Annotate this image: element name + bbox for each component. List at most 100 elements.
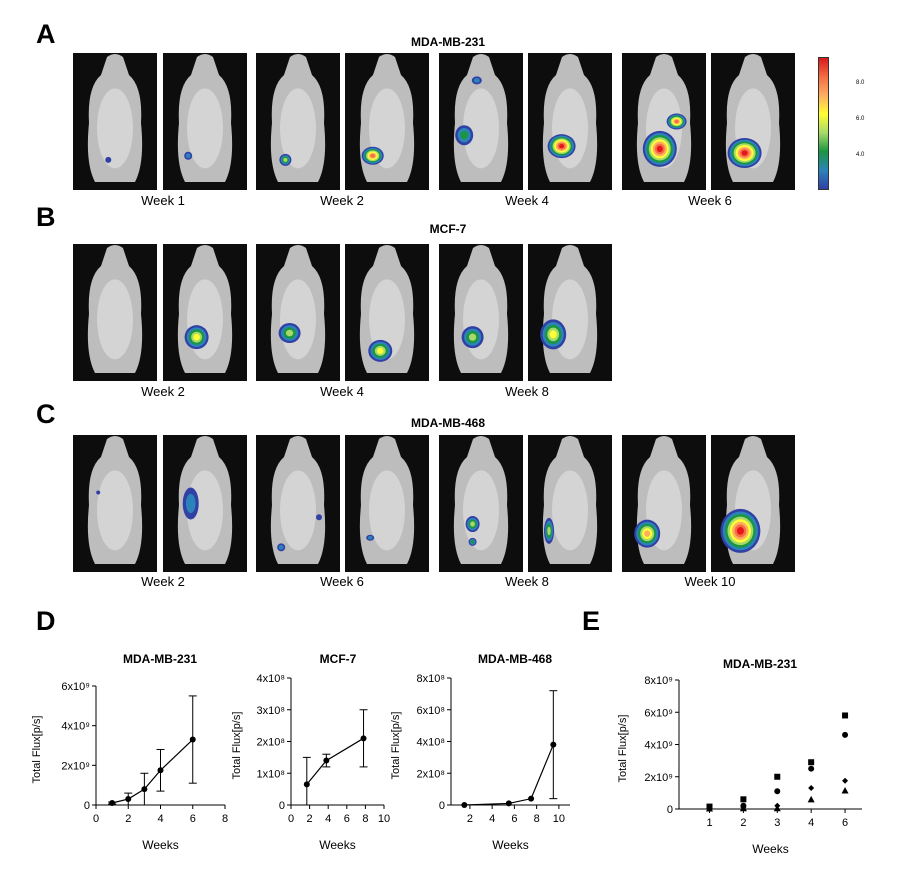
mouse-image [622,53,706,190]
x-tick-label: 2 [740,817,746,829]
signal-blob [473,78,480,83]
week-label: Week 1 [141,193,185,208]
signal-blob [549,330,557,339]
signal-blob [656,145,663,153]
mouse-highlight [463,88,499,169]
data-point [157,767,164,774]
mouse-image [528,244,612,381]
mouse-highlight [280,470,316,551]
x-tick-label: 1 [706,817,712,829]
data-point-triangle [841,786,849,794]
signal-blob [185,153,191,159]
x-axis-label: Weeks [319,838,355,852]
week-label: Week 6 [320,574,364,589]
x-tick-label: 8 [222,813,228,825]
y-tick-label: 4x10⁸ [257,673,286,685]
x-axis-label: Weeks [752,842,788,856]
y-tick-label: 0 [279,800,285,812]
signal-blob [285,329,294,337]
signal-blob [278,544,284,550]
week-label: Week 4 [505,193,549,208]
mouse-highlight [187,88,223,169]
y-tick-label: 4x10⁹ [644,740,673,752]
data-point-triangle [807,795,815,803]
chart-title: MCF-7 [320,652,357,666]
y-tick-label: 3x10⁸ [257,705,286,717]
week-label: Week 2 [141,384,185,399]
signal-blob [470,540,475,544]
signal-blob [105,156,112,163]
data-point [109,800,116,807]
y-axis-label: Total Flux[p/s] [617,715,629,783]
week-label: Week 8 [505,384,549,399]
week-label: Week 8 [505,574,549,589]
data-point [125,796,132,803]
row-title-b: MCF-7 [429,222,467,236]
x-tick-label: 2 [467,813,473,825]
mouse-highlight [97,470,133,551]
data-point-triangle [773,804,781,812]
mouse-highlight [280,88,316,169]
mouse-image [622,435,706,572]
signal-blob [193,333,200,341]
signal-blob [367,535,373,540]
signal-blob [460,130,469,140]
colorbar-tick: 4.0 [856,152,865,158]
data-point [323,757,330,764]
data-point [461,802,468,808]
mouse-image [439,244,523,381]
data-point-square [842,712,849,719]
signal-blob [559,144,565,149]
mouse-image [711,53,795,190]
mouse-image [73,435,157,572]
x-axis-label: Weeks [142,838,178,852]
series-line [111,739,194,804]
data-point-square [808,759,815,766]
mouse-highlight [97,279,133,360]
data-point-triangle [739,804,747,812]
data-point [141,786,148,793]
signal-blob [674,119,679,124]
mouse-image [73,53,157,190]
data-point-circle [842,731,849,738]
x-tick-label: 0 [93,813,99,825]
week-label: Week 2 [141,574,185,589]
data-point [360,735,367,742]
mouse-image [256,435,340,572]
x-tick-label: 4 [489,813,495,825]
y-axis-label: Total Flux[p/s] [390,712,402,780]
mouse-image [345,435,429,572]
panel-label-b: B [36,202,56,232]
mouse-image [439,53,523,190]
signal-blob [377,347,384,354]
week-label: Week 2 [320,193,364,208]
data-point [550,741,557,748]
y-tick-label: 8x10⁹ [644,675,673,687]
x-tick-label: 10 [378,813,390,825]
y-tick-label: 0 [439,800,445,812]
x-tick-label: 2 [307,813,313,825]
row-title-a: MDA-MB-231 [410,35,485,49]
signal-blob [283,157,288,162]
y-tick-label: 4x10⁸ [417,737,446,749]
x-tick-label: 4 [808,817,814,829]
data-point [189,736,196,743]
x-tick-label: 3 [774,817,780,829]
week-label: Week 6 [688,193,732,208]
signal-blob [185,493,196,514]
data-point-triangle [706,805,713,812]
week-label: Week 10 [684,574,736,589]
y-tick-label: 6x10⁹ [61,681,90,693]
x-tick-label: 6 [842,817,848,829]
mouse-highlight [369,470,405,551]
data-point [303,781,310,788]
y-tick-label: 6x10⁸ [417,705,446,717]
mouse-image [73,244,157,381]
mouse-image [256,53,340,190]
signal-blob [370,153,375,158]
mouse-image [163,244,247,381]
y-tick-label: 4x10⁹ [61,721,90,733]
y-tick-label: 1x10⁸ [257,768,286,780]
data-point [505,800,512,807]
